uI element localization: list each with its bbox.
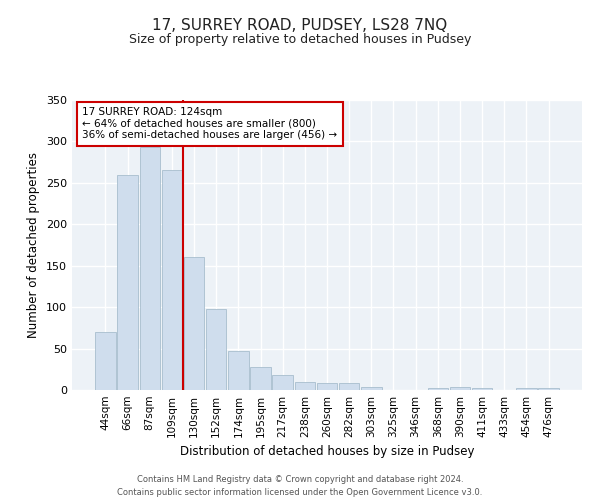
Text: 17 SURREY ROAD: 124sqm
← 64% of detached houses are smaller (800)
36% of semi-de: 17 SURREY ROAD: 124sqm ← 64% of detached… <box>82 108 337 140</box>
Bar <box>161 170 182 390</box>
Bar <box>295 382 315 390</box>
Bar <box>250 367 271 390</box>
Y-axis label: Number of detached properties: Number of detached properties <box>28 152 40 338</box>
Bar <box>428 388 448 390</box>
Text: Contains HM Land Registry data © Crown copyright and database right 2024.: Contains HM Land Registry data © Crown c… <box>137 476 463 484</box>
Bar <box>272 375 293 390</box>
Bar <box>472 388 493 390</box>
Bar <box>361 386 382 390</box>
Text: 17, SURREY ROAD, PUDSEY, LS28 7NQ: 17, SURREY ROAD, PUDSEY, LS28 7NQ <box>152 18 448 32</box>
Bar <box>339 382 359 390</box>
X-axis label: Distribution of detached houses by size in Pudsey: Distribution of detached houses by size … <box>180 446 474 458</box>
Bar <box>317 382 337 390</box>
Bar <box>140 147 160 390</box>
Text: Contains public sector information licensed under the Open Government Licence v3: Contains public sector information licen… <box>118 488 482 497</box>
Bar <box>516 388 536 390</box>
Text: Size of property relative to detached houses in Pudsey: Size of property relative to detached ho… <box>129 32 471 46</box>
Bar <box>184 258 204 390</box>
Bar <box>206 309 226 390</box>
Bar <box>538 388 559 390</box>
Bar <box>450 386 470 390</box>
Bar <box>228 351 248 390</box>
Bar <box>118 174 138 390</box>
Bar <box>95 332 116 390</box>
